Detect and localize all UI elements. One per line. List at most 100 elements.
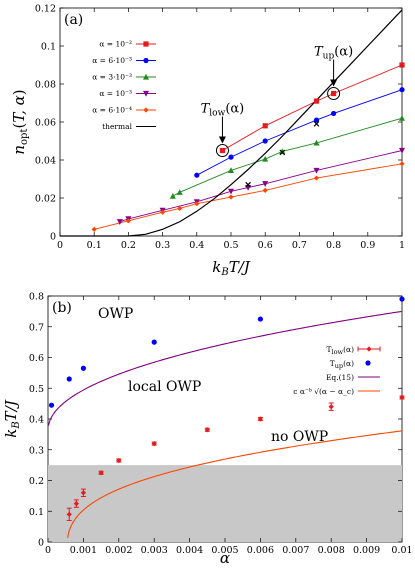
b-tlow-point-4 [116,457,122,464]
panel-b-shaded-region [48,465,402,542]
b-shade-rect [48,465,402,542]
b-tup-point-2 [80,365,86,371]
b-tlow-point-6 [204,427,210,433]
a-xtick-label-7: 0.7 [292,240,307,251]
a-legend-marker-1 [143,57,149,64]
a-legend-marker-0 [143,41,149,47]
a-point-0-2 [313,98,320,104]
b-xtick-label-7: 0.007 [282,545,309,556]
b-legend-label-2: Eq.(15) [326,373,354,382]
a-ytick-label-6: 0.12 [35,4,56,15]
a-legend-label-2: α = 3·10⁻³ [92,73,132,82]
a-ytick-label-0: 0 [50,232,56,243]
a-thermal-cross-0-b [245,181,251,188]
a-thermal-cross-2 [313,121,320,127]
a-ytick-label-4: 0.08 [35,80,56,91]
b-xtick-label-2: 0.002 [105,545,132,556]
a-point-3-4 [228,188,234,195]
a-annot-circle-0 [215,144,229,157]
panel-b-marks [48,296,405,521]
b-legend-label-0: Tlow(α) [327,345,355,356]
a-point-1-5 [399,87,405,93]
b-xtick-label-8: 0.008 [318,545,345,556]
b-ytick-label-2: 0.2 [29,476,44,487]
panel-b: 0 0.001 0.002 0.003 0.004 0.005 0.006 0.007 0.00… [2,292,413,568]
b-tup-point-3 [151,339,157,345]
b-xtick-label-9: 0.009 [353,545,380,556]
a-point-1-4 [331,110,337,117]
panel-b-lines [47,310,403,538]
b-ytick-label-4: 0.4 [29,415,44,426]
a-xtick-label-5: 0.5 [223,240,238,251]
b-tlow-point-2 [80,490,86,496]
b-tlow-point-7 [257,416,263,422]
panel-a-label: (a) [64,12,83,28]
a-legend-label-1: α = 6·10⁻³ [92,56,132,65]
b-ytick-label-7: 0.7 [29,322,44,333]
region-label-local-owp: local OWP [128,379,201,395]
panel-a: 0 0.1 0.2 0.3 0.4 0.5 0.6 0.7 0.8 0.9 1 0 0.02 0.04 0.… [10,4,405,279]
b-tlow-point-1 [73,500,79,507]
b-xtick-label-1: 0.001 [70,545,97,556]
a-series-line-1 [196,89,403,176]
a-point-1-0 [194,172,200,178]
a-point-2-5 [313,139,320,146]
a-point-0-0 [219,147,226,154]
a-series-line-0 [222,64,403,151]
panel-b-ylabel: kBT/J [2,399,22,438]
a-point-0-3 [331,90,337,97]
a-xtick-label-3: 0.3 [155,240,170,251]
a-series-line-5 [60,9,403,237]
b-fit-orange [67,430,403,538]
a-point-3-7 [313,167,320,174]
a-xtick-label-0: 0 [57,240,63,251]
a-legend-marker-3 [143,90,149,97]
a-legend-label-4: α = 6·10⁻⁴ [92,106,132,115]
b-ytick-label-0: 0 [38,538,44,549]
a-annot-arrowhead-1 [330,79,338,87]
a-ytick-label-2: 0.04 [35,156,56,167]
panel-a-legend: α = 10⁻² α = 6·10⁻³ α = 3·10⁻³ α = 10⁻³ α = … [92,40,156,131]
panel-b-xlabel: α [220,549,230,567]
a-legend-marker-2 [143,73,149,80]
a-thermal-cross-1 [279,149,286,156]
a-point-2-4 [279,148,286,155]
b-tlow-point-3 [98,470,104,476]
b-fit-purple [47,310,403,426]
panel-a-annotations: Tlow(α) Tup(α) [201,45,353,157]
b-tlow-point-5 [151,441,157,447]
a-ytick-label-5: 0.1 [41,42,56,53]
a-point-4-6 [262,187,268,193]
b-legend-label-3: c α⁻ᵇ √(α − α_c) [293,387,354,396]
a-ytick-label-3: 0.06 [35,118,56,129]
a-point-2-3 [262,155,269,162]
a-xtick-label-1: 0.1 [87,240,102,251]
a-xtick-label-9: 0.9 [360,240,375,251]
a-point-4-7 [313,175,320,181]
b-tlow-point-8 [328,404,334,410]
panel-a-xlabel: kBT/J [212,258,251,278]
a-ytick-label-1: 0.02 [35,194,56,205]
a-xtick-label-10: 1 [399,240,405,251]
a-legend-label-3: α = 10⁻³ [99,89,132,98]
region-label-no-owp: no OWP [271,429,328,445]
panel-a-ticks: 0 0.1 0.2 0.3 0.4 0.5 0.6 0.7 0.8 0.9 1 0 0.02 0.04 0.… [35,4,405,252]
panel-b-ticks: 0 0.001 0.002 0.003 0.004 0.005 0.006 0.007 0.00… [29,292,413,557]
a-point-2-6 [399,115,405,121]
a-point-4-3 [177,205,183,212]
a-point-0-1 [262,123,268,129]
b-xtick-label-3: 0.003 [141,545,168,556]
a-point-1-2 [262,138,268,144]
b-tup-point-0 [48,402,55,408]
panel-a-marks [91,62,405,232]
a-point-4-8 [399,161,405,167]
panel-a-ylabel: nopt(T, α) [10,89,30,154]
b-xtick-label-6: 0.006 [247,545,274,556]
b-xtick-label-4: 0.004 [176,545,203,556]
a-point-3-8 [399,147,405,154]
b-xtick-label-10: 0.01 [391,545,412,556]
b-tlow-point-9 [399,394,405,401]
a-legend-marker-4 [143,107,149,113]
a-xtick-label-2: 0.2 [121,240,136,251]
